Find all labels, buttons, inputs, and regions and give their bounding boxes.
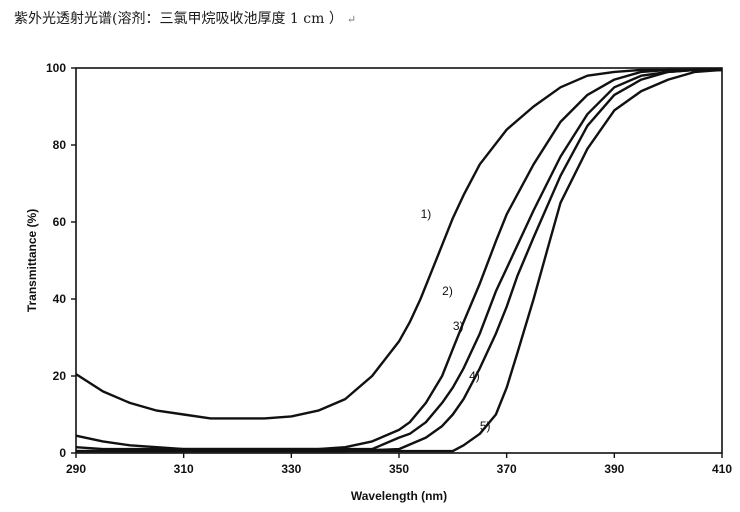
y-tick-label: 20 [53, 369, 67, 383]
y-tick-label: 40 [53, 292, 67, 306]
chart-labels: 1) 2) 3) 4) 5) [421, 207, 491, 433]
curve-label-1: 1) [421, 207, 432, 221]
curve-label-4: 4) [469, 369, 480, 383]
curve-label-5: 5) [480, 419, 491, 433]
return-mark-icon: ↵ [346, 13, 357, 26]
curve-label-2: 2) [442, 284, 453, 298]
x-tick-label: 410 [712, 462, 732, 476]
chart-axes: 290 310 330 350 370 390 410 0 20 40 60 80 100 [46, 61, 732, 476]
y-tick-label: 80 [53, 138, 67, 152]
caption-text: 紫外光透射光谱(溶剂：三氯甲烷吸收池厚度 1 cm ） [14, 11, 343, 27]
transmittance-curve-3 [75, 68, 722, 451]
transmittance-curve-2 [75, 68, 722, 451]
figure-caption: 紫外光透射光谱(溶剂：三氯甲烷吸收池厚度 1 cm ） ↵ [14, 8, 356, 28]
chart-curves [75, 68, 723, 453]
x-tick-label: 310 [174, 462, 194, 476]
x-tick-label: 370 [497, 462, 517, 476]
y-tick-label: 0 [59, 446, 66, 460]
transmittance-curve-4 [76, 68, 722, 453]
x-axis-title: Wavelength (nm) [351, 489, 447, 503]
y-axis-title: Transmittance (%) [25, 209, 39, 312]
x-tick-label: 390 [604, 462, 624, 476]
plot-frame [75, 67, 723, 454]
transmittance-curve-1 [75, 68, 722, 420]
transmittance-curve-5 [76, 68, 723, 453]
x-tick-label: 290 [66, 462, 86, 476]
y-tick-label: 100 [46, 61, 66, 75]
x-tick-label: 350 [389, 462, 409, 476]
x-tick-label: 330 [281, 462, 301, 476]
curve-label-3: 3) [453, 319, 464, 333]
y-tick-label: 60 [53, 215, 67, 229]
